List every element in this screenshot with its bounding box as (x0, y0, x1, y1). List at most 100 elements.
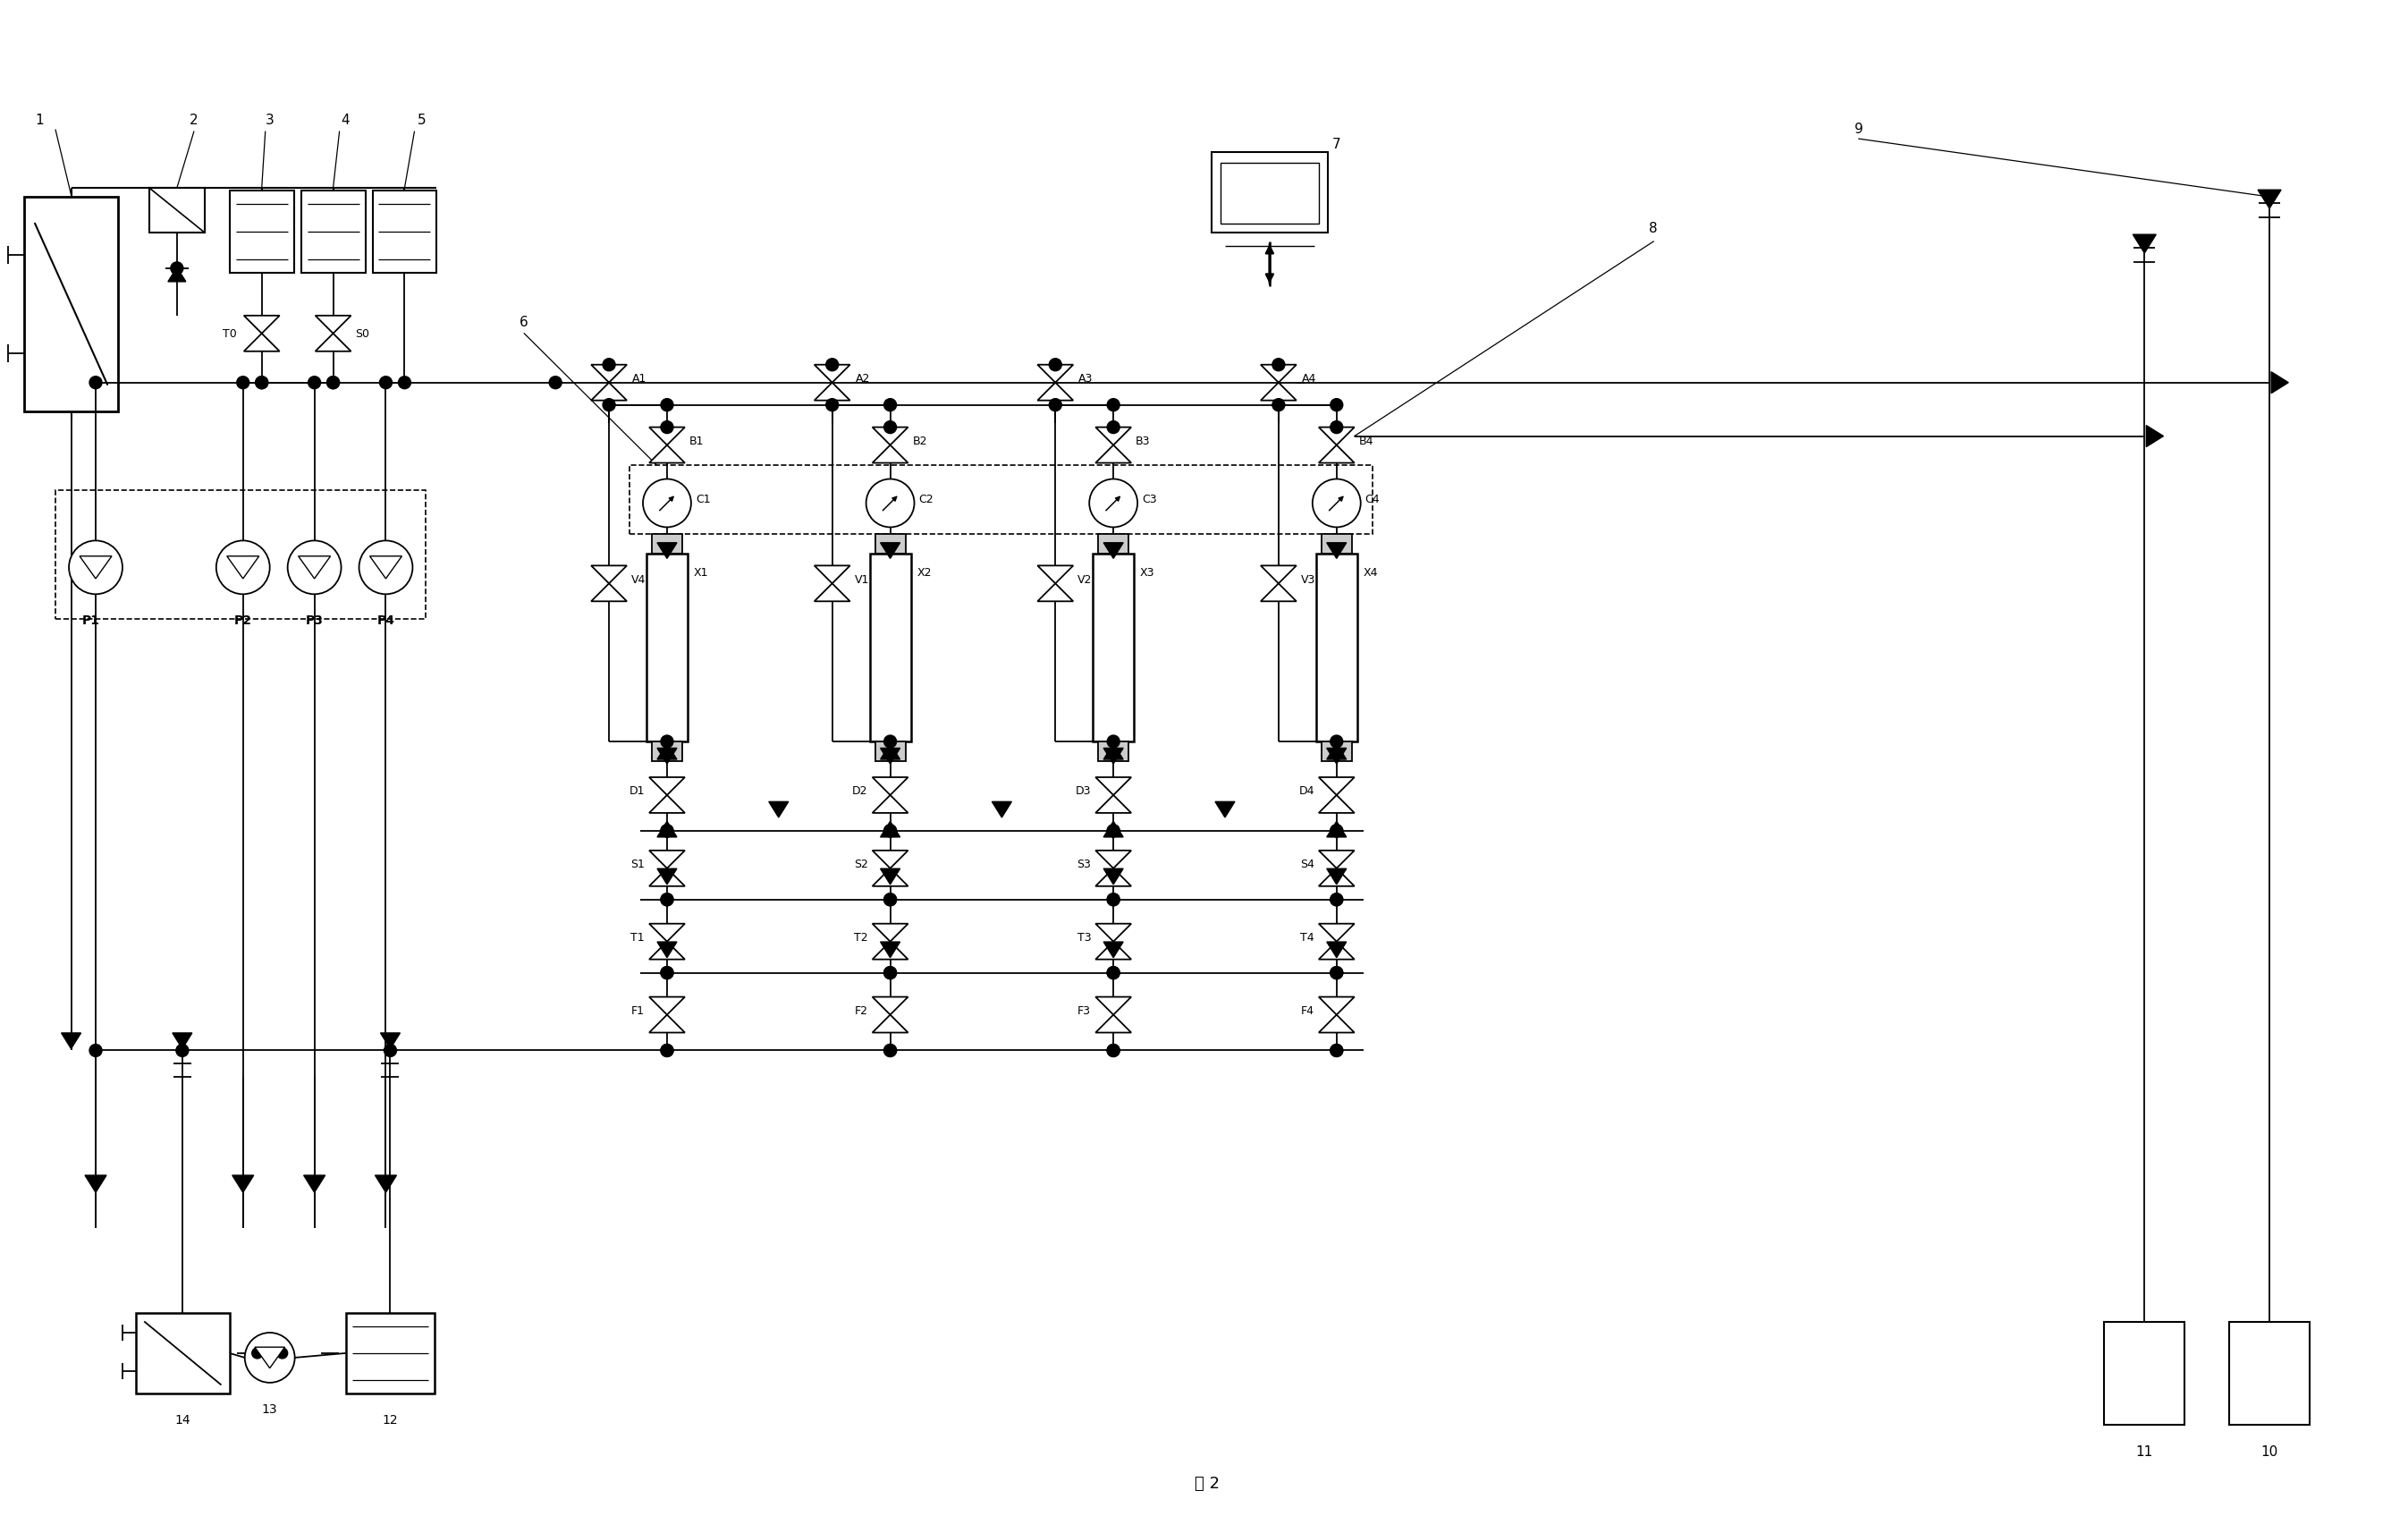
Text: 3: 3 (265, 113, 275, 127)
Polygon shape (2259, 190, 2280, 208)
Text: T2: T2 (855, 932, 867, 943)
Bar (653, 742, 681, 762)
Polygon shape (814, 584, 850, 602)
Circle shape (1108, 967, 1120, 980)
Bar (874, 742, 905, 762)
Circle shape (660, 1044, 674, 1056)
Polygon shape (872, 777, 908, 796)
Circle shape (327, 377, 340, 389)
Circle shape (277, 1348, 287, 1358)
Polygon shape (1096, 446, 1132, 463)
Polygon shape (650, 777, 684, 796)
Circle shape (602, 359, 616, 371)
Polygon shape (1038, 566, 1074, 584)
Circle shape (884, 967, 896, 980)
Circle shape (660, 967, 674, 980)
Polygon shape (872, 869, 908, 886)
Polygon shape (2133, 235, 2155, 254)
Polygon shape (590, 365, 626, 383)
Polygon shape (881, 543, 901, 560)
Polygon shape (315, 334, 352, 353)
Circle shape (1108, 422, 1120, 434)
Circle shape (826, 399, 838, 412)
Polygon shape (1320, 777, 1353, 796)
Text: T0: T0 (222, 328, 236, 340)
Circle shape (867, 480, 915, 527)
Text: 12: 12 (383, 1413, 397, 1426)
Text: 6: 6 (520, 316, 527, 330)
Bar (2230, 1321, 2309, 1424)
Text: X2: X2 (917, 567, 932, 578)
Polygon shape (1096, 996, 1132, 1015)
Circle shape (380, 377, 393, 389)
Text: A1: A1 (633, 373, 648, 385)
Circle shape (1312, 480, 1361, 527)
Bar (1211, 153, 1327, 233)
Text: V3: V3 (1300, 573, 1315, 586)
Polygon shape (814, 365, 850, 383)
Circle shape (549, 377, 561, 389)
Polygon shape (303, 1176, 325, 1193)
Text: 8: 8 (1649, 222, 1657, 236)
Circle shape (397, 377, 412, 389)
Polygon shape (872, 446, 908, 463)
Text: 10: 10 (2261, 1444, 2278, 1458)
Polygon shape (872, 851, 908, 869)
Polygon shape (1320, 428, 1353, 446)
Bar (24, 198, 118, 412)
Polygon shape (1096, 851, 1132, 869)
Text: 11: 11 (2136, 1444, 2153, 1458)
Text: 14: 14 (173, 1413, 190, 1426)
Polygon shape (376, 1176, 397, 1193)
Text: B3: B3 (1137, 435, 1151, 448)
Circle shape (308, 377, 320, 389)
Polygon shape (1096, 796, 1132, 814)
Text: X3: X3 (1139, 567, 1156, 578)
Polygon shape (226, 556, 260, 579)
Circle shape (1329, 825, 1344, 837)
Text: S2: S2 (855, 858, 867, 871)
Text: F1: F1 (631, 1004, 645, 1016)
Text: B4: B4 (1358, 435, 1373, 448)
Polygon shape (657, 483, 677, 497)
Polygon shape (60, 1033, 82, 1049)
Circle shape (660, 736, 674, 748)
Circle shape (1329, 736, 1344, 748)
Circle shape (1108, 736, 1120, 748)
Bar (1317, 555, 1358, 742)
Bar (301, 192, 366, 273)
Text: D1: D1 (628, 785, 645, 797)
Polygon shape (1320, 851, 1353, 869)
Circle shape (643, 480, 691, 527)
Circle shape (884, 825, 896, 837)
Polygon shape (1096, 941, 1132, 960)
Polygon shape (1103, 822, 1122, 837)
Circle shape (884, 825, 896, 837)
Polygon shape (650, 851, 684, 869)
Polygon shape (881, 822, 901, 837)
Circle shape (1329, 399, 1344, 412)
Circle shape (1108, 825, 1120, 837)
Bar (1322, 535, 1351, 555)
Circle shape (1329, 825, 1344, 837)
Circle shape (255, 377, 267, 389)
Circle shape (660, 967, 674, 980)
Polygon shape (992, 802, 1011, 817)
Polygon shape (768, 802, 787, 817)
Circle shape (359, 541, 412, 595)
Circle shape (660, 1044, 674, 1056)
Bar (2105, 1321, 2184, 1424)
Polygon shape (872, 428, 908, 446)
Polygon shape (590, 584, 626, 602)
Text: C3: C3 (1141, 494, 1156, 504)
Polygon shape (79, 556, 111, 579)
Polygon shape (650, 924, 684, 941)
Polygon shape (650, 941, 684, 960)
Polygon shape (255, 1348, 284, 1369)
Polygon shape (1096, 428, 1132, 446)
Text: V1: V1 (855, 573, 869, 586)
Polygon shape (657, 822, 677, 837)
Bar (1098, 742, 1129, 762)
Text: P3: P3 (306, 615, 323, 627)
Polygon shape (315, 316, 352, 334)
